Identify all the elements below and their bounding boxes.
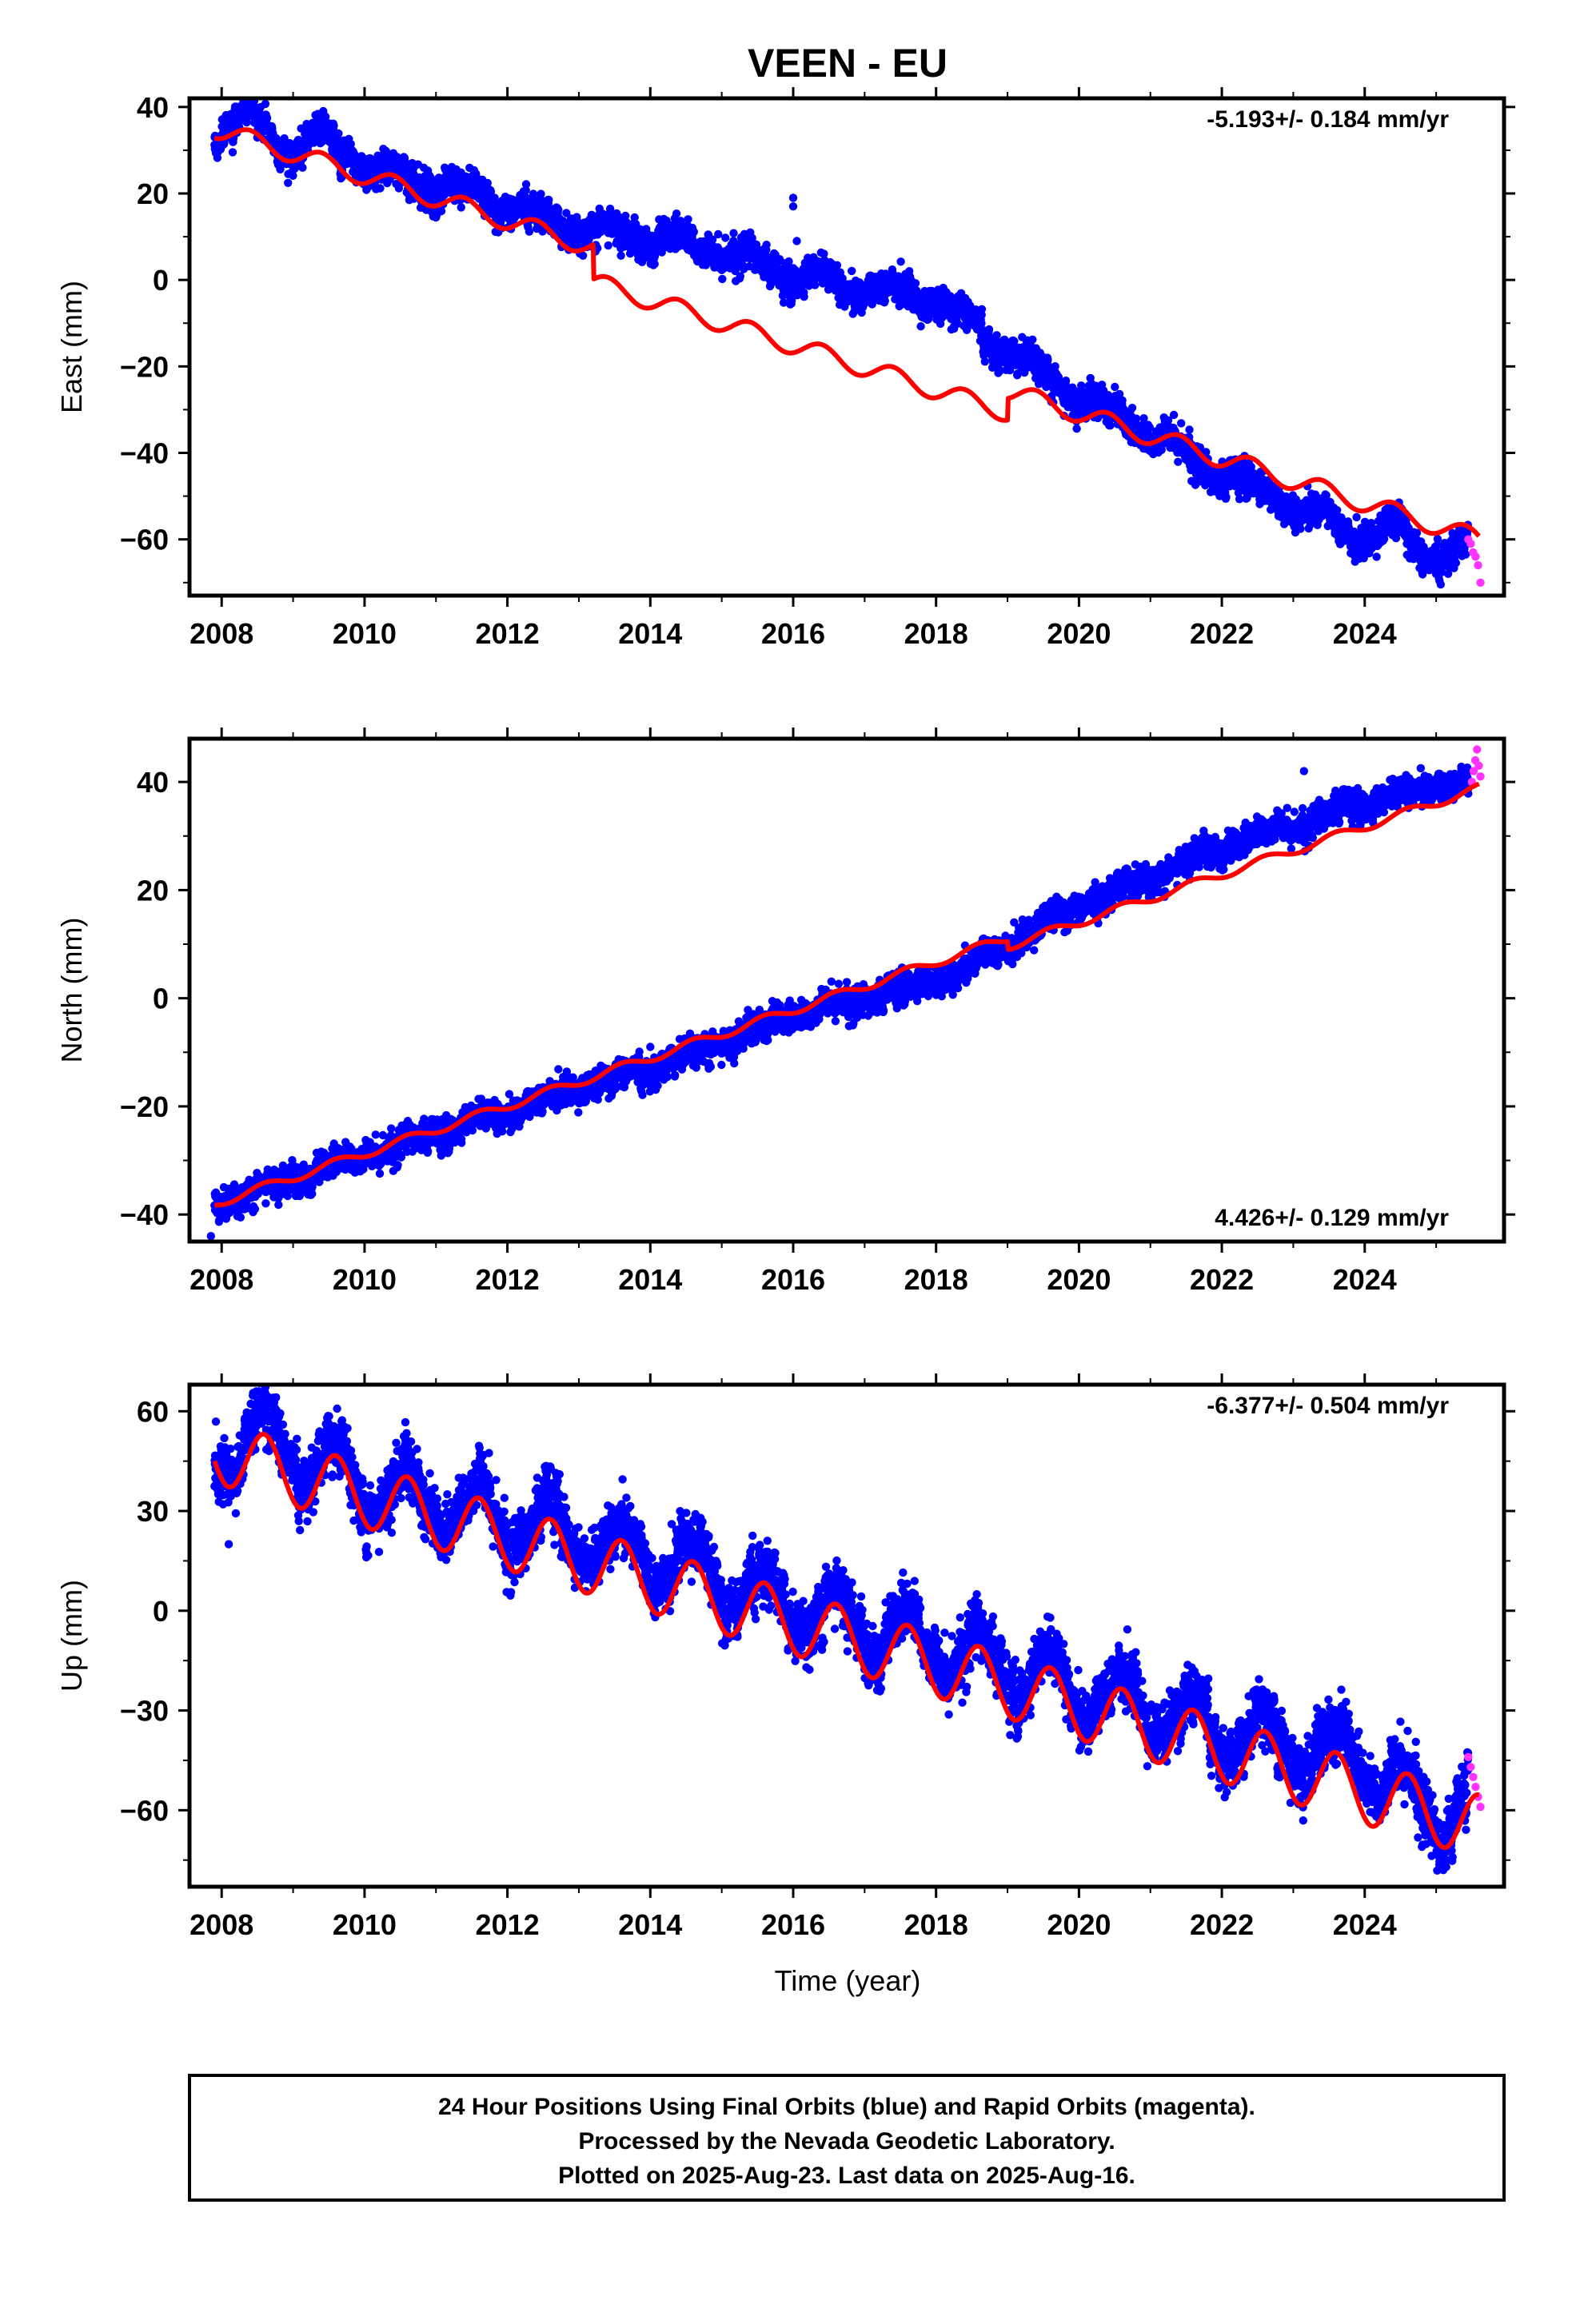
data-point [525, 227, 534, 236]
data-point [650, 260, 659, 269]
data-point [554, 205, 563, 214]
data-point [321, 112, 330, 122]
data-point [1072, 425, 1081, 433]
data-point [262, 114, 272, 122]
data-point [1010, 337, 1019, 345]
data-point [1296, 524, 1305, 533]
data-point [977, 319, 986, 328]
data-point [1013, 369, 1022, 378]
data-point [820, 249, 828, 258]
data-point [848, 266, 856, 276]
data-point [537, 189, 545, 198]
east-plot-area [210, 80, 1485, 589]
data-point [622, 217, 631, 226]
data-point [1043, 355, 1052, 365]
data-point [244, 80, 252, 88]
data-point [689, 227, 698, 237]
data-point [784, 257, 793, 266]
data-point [896, 257, 905, 266]
data-point [317, 138, 326, 147]
data-point [1111, 382, 1119, 392]
data-point [545, 195, 553, 205]
data-point [426, 173, 435, 182]
data-point [521, 180, 531, 189]
data-point [284, 178, 293, 187]
data-point [521, 185, 530, 195]
data-point [483, 178, 492, 188]
data-point [573, 213, 581, 221]
data-point [457, 203, 465, 212]
data-point [1115, 389, 1124, 399]
data-point [811, 281, 820, 289]
data-point [880, 297, 890, 305]
data-point [298, 163, 307, 172]
data-point [578, 251, 588, 260]
data-point [672, 209, 681, 218]
data-point [1005, 365, 1015, 375]
data-point [766, 281, 775, 289]
data-point [289, 171, 297, 180]
data-point [718, 274, 727, 284]
data-point [261, 99, 270, 109]
data-point [1185, 425, 1194, 434]
east-final-orbit-points [210, 80, 1473, 589]
data-point [1061, 377, 1071, 385]
data-point [376, 184, 385, 193]
data-point [605, 204, 615, 213]
data-point [1139, 414, 1148, 423]
data-point [228, 148, 237, 157]
data-point [736, 272, 744, 281]
data-point [1163, 416, 1173, 425]
data-point [394, 184, 404, 193]
data-point [984, 325, 994, 334]
data-point [630, 213, 639, 222]
data-point [1169, 410, 1179, 420]
data-point [779, 298, 788, 307]
data-point [604, 241, 612, 250]
data-point [329, 122, 338, 130]
data-point [562, 209, 571, 217]
data-point [334, 129, 343, 138]
data-point [1028, 335, 1037, 344]
data-point [714, 229, 723, 239]
data-point [1051, 362, 1059, 371]
data-point [1222, 492, 1231, 501]
data-point [1127, 404, 1137, 413]
data-point [1174, 457, 1183, 466]
data-point [486, 187, 496, 196]
data-point [977, 305, 987, 313]
data-point [657, 248, 666, 257]
data-point [1118, 396, 1127, 405]
chart-title: VEEN - EU [748, 41, 948, 86]
data-point [1177, 419, 1186, 428]
data-point [995, 366, 1005, 375]
data-point [1106, 421, 1115, 430]
data-point [437, 206, 446, 216]
data-point [1145, 423, 1155, 432]
data-point [804, 281, 813, 290]
data-point [1132, 414, 1141, 423]
data-point [621, 211, 630, 221]
data-point [729, 229, 738, 237]
data-point [992, 331, 1001, 340]
data-point [616, 251, 625, 260]
data-point [708, 235, 717, 244]
data-point [800, 293, 808, 301]
data-point [762, 241, 771, 249]
data-point [276, 165, 285, 173]
data-point [832, 261, 842, 269]
data-point [721, 233, 730, 242]
data-point [684, 215, 692, 224]
data-point [916, 322, 925, 331]
data-point [911, 279, 920, 288]
data-point [240, 86, 248, 94]
data-point [472, 169, 481, 178]
data-point [980, 357, 990, 366]
data-point [1000, 335, 1009, 345]
